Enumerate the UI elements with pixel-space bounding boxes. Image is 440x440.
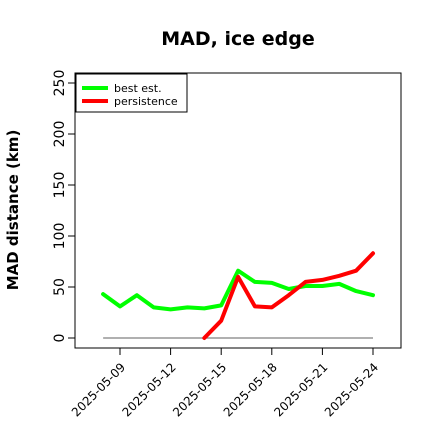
- legend-box: [75, 73, 188, 113]
- chart-title: MAD, ice edge: [161, 28, 314, 50]
- plot-area: [74, 72, 402, 349]
- y-tick-label-0: 0: [52, 334, 68, 343]
- y-axis-label: MAD distance (km): [4, 130, 22, 291]
- x-tick-label-2025-05-24: 2025-05-24: [322, 360, 381, 419]
- y-axis: 0 50 100 150 200 250: [52, 70, 75, 343]
- x-axis: 2025-05-092025-05-122025-05-152025-05-18…: [69, 348, 381, 419]
- y-tick-label-100: 100: [52, 223, 68, 250]
- y-tick-label-50: 50: [52, 278, 68, 296]
- series-layer: [101, 251, 375, 340]
- series-line-best-est: [101, 268, 375, 312]
- legend-label-persistence: persistence: [114, 95, 178, 108]
- y-tick-label-250: 250: [52, 70, 68, 97]
- y-tick-label-200: 200: [52, 121, 68, 148]
- y-tick-label-150: 150: [52, 172, 68, 199]
- series-line-persistence: [202, 251, 375, 340]
- legend-label-best-est: best est.: [114, 82, 162, 95]
- legend: best est. persistence: [75, 73, 188, 113]
